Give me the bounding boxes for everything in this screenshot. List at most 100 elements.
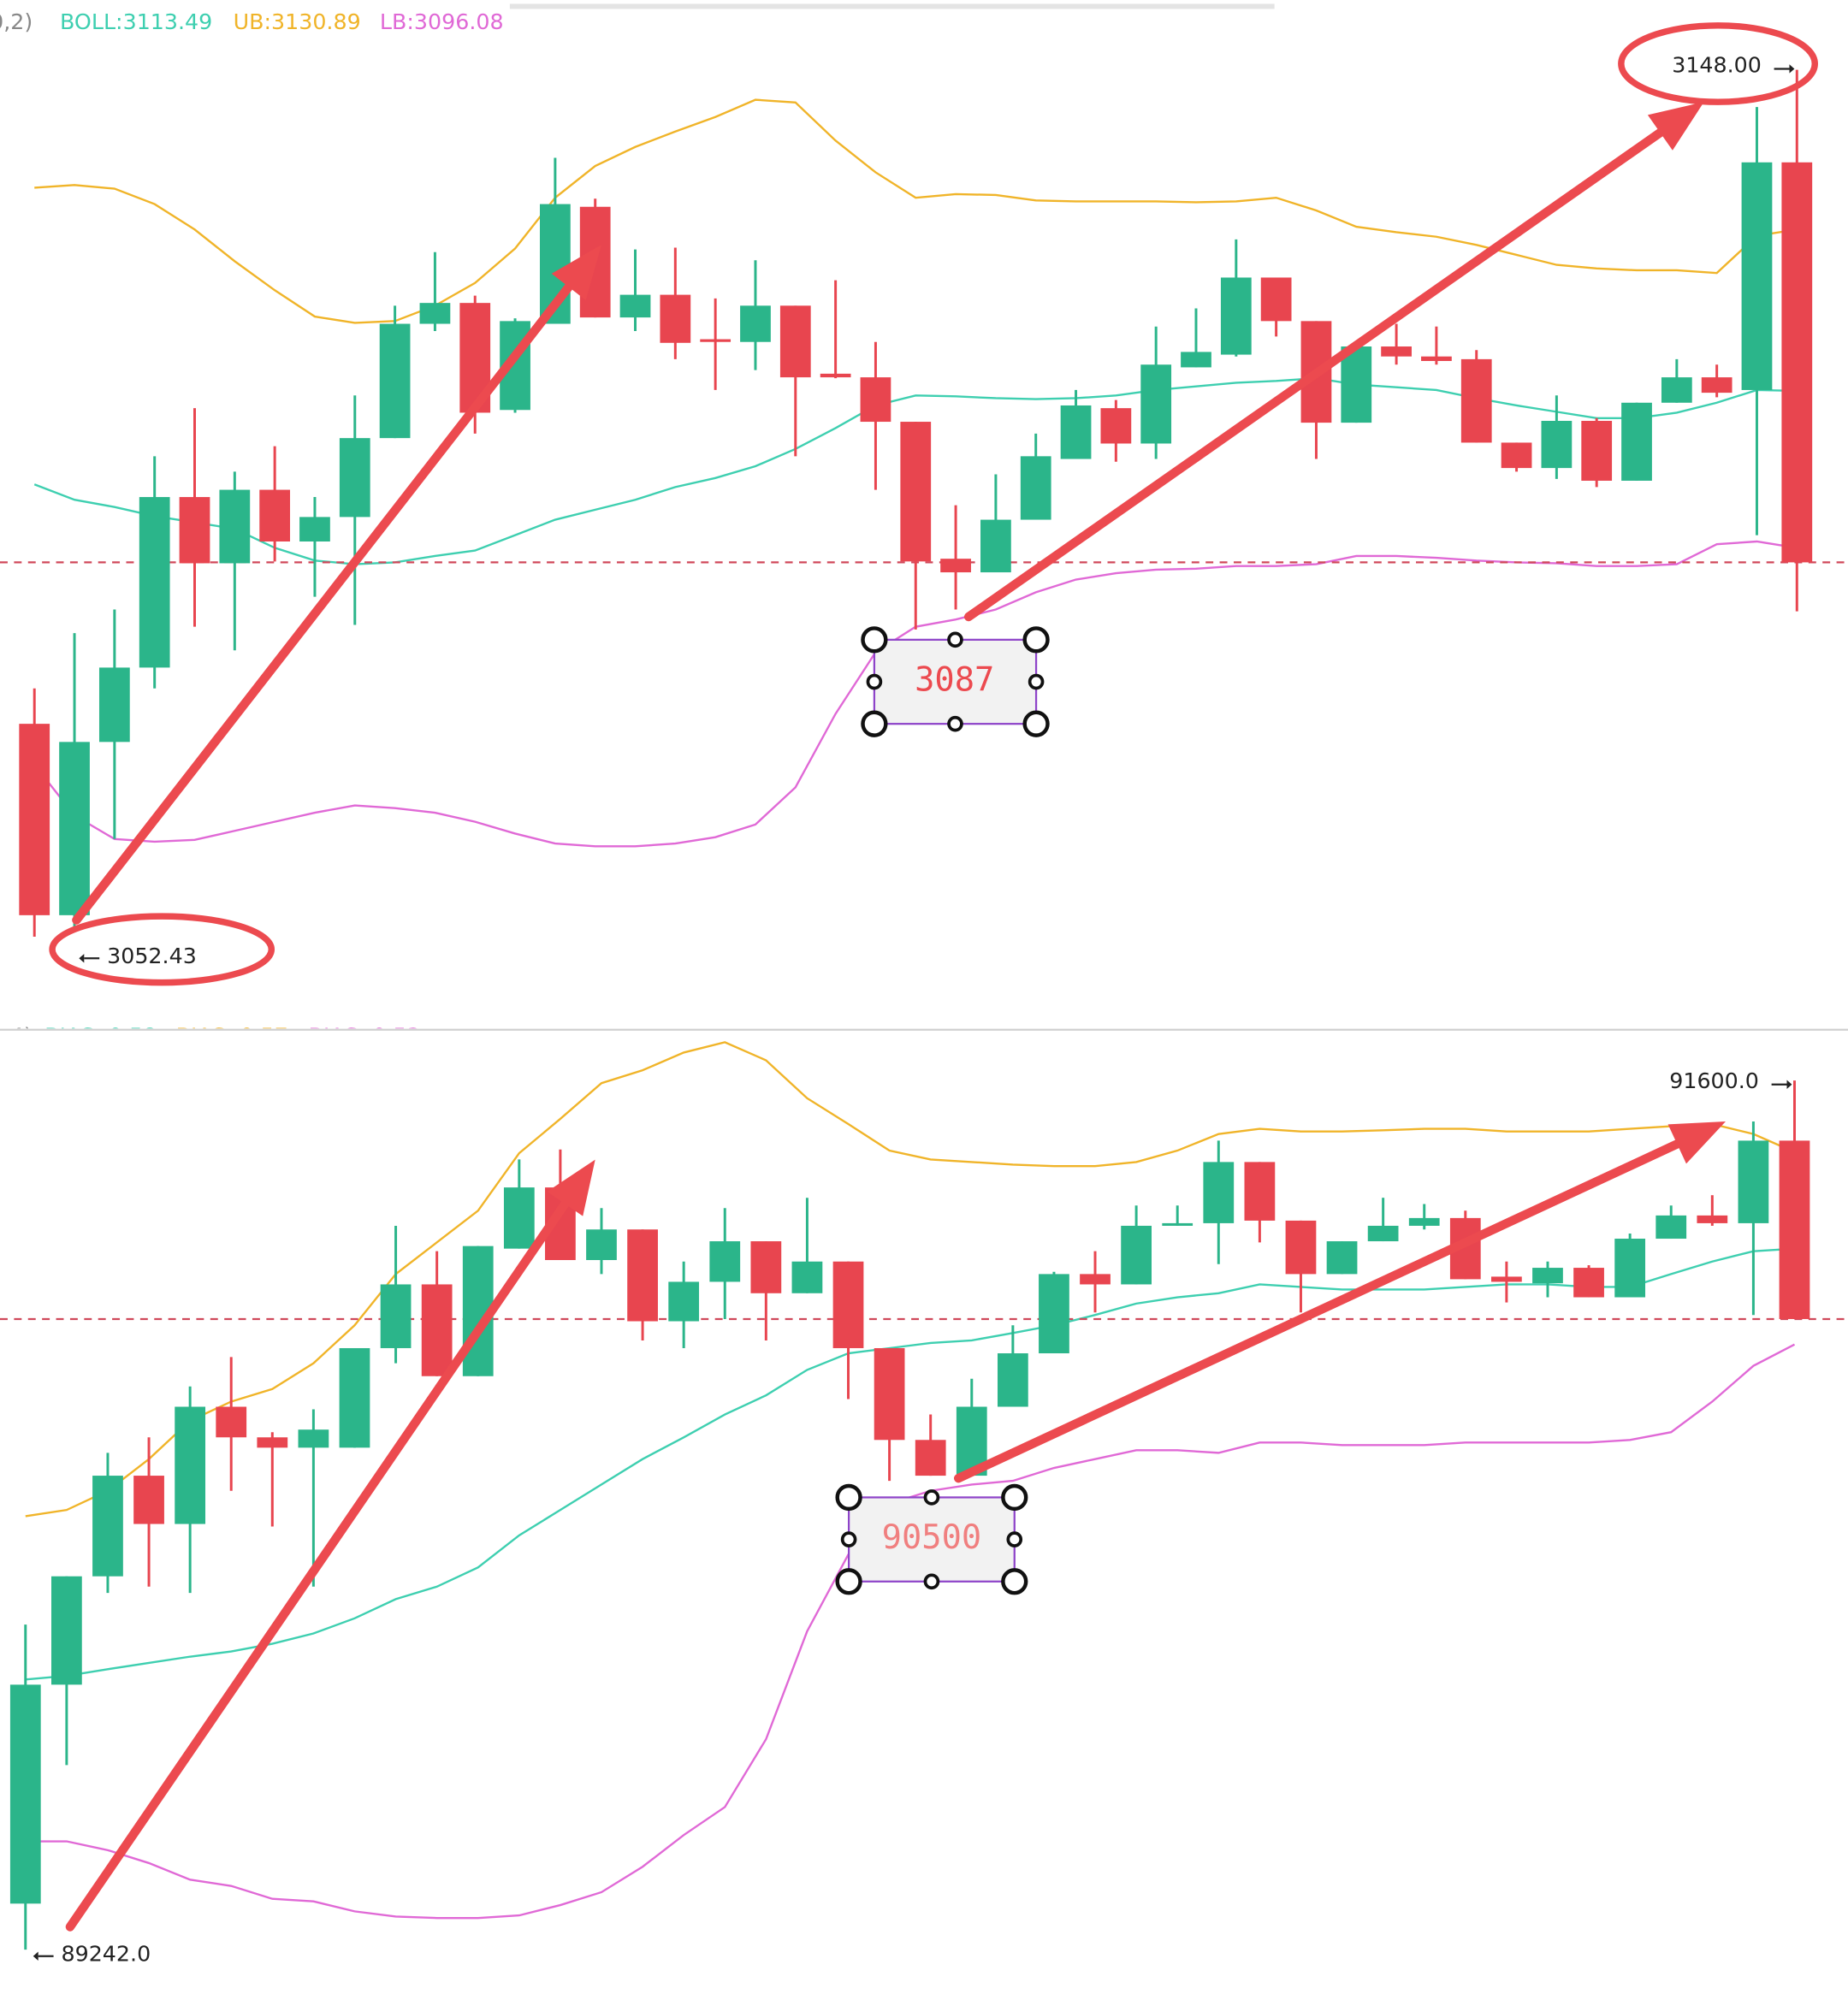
trend-arrow-head: [1667, 1121, 1726, 1164]
candle-body: [1541, 420, 1573, 469]
candle-body: [299, 517, 330, 542]
legend-entry: BIAS: 0.53: [308, 1023, 420, 1049]
candle-body: [1381, 346, 1412, 357]
candle-body: [1421, 356, 1452, 362]
candle-body: [339, 438, 370, 518]
candle-body: [133, 1476, 164, 1524]
candle-body: [1020, 456, 1051, 520]
legend-prefix: 0,2): [0, 9, 33, 34]
high-price-label: 91600.0: [1669, 1068, 1759, 1093]
candle-body: [660, 294, 691, 343]
candle-body: [1501, 442, 1532, 469]
box-handle: [1022, 626, 1050, 654]
high-price-label: 3148.00: [1672, 51, 1762, 77]
candle-body: [1181, 352, 1211, 368]
label-box: [873, 638, 1038, 725]
box-handle: [1001, 1483, 1028, 1512]
candle-body: [1697, 1215, 1728, 1223]
candle-body: [1341, 346, 1372, 423]
candle-body: [900, 422, 932, 562]
trend-arrow-head: [547, 1159, 595, 1216]
candle-body: [1581, 420, 1613, 481]
candle-body: [257, 1437, 288, 1448]
top-panel: 0,2) BOLL:3113.49 UB:3130.89 LB:3096.08 3148…: [0, 9, 1848, 986]
candle-body: [627, 1229, 658, 1322]
box-handle-small: [1028, 673, 1045, 690]
candle-body: [1367, 1225, 1399, 1242]
bottom-header: 4) BIAS: 0.58 BIAS: 0.57 BIAS: 0.53: [10, 1023, 421, 1049]
candle-body: [779, 305, 811, 378]
candle-body: [1285, 1220, 1317, 1275]
candle-body: [1121, 1225, 1152, 1285]
candle-body: [860, 377, 891, 423]
label-box: [847, 1496, 1016, 1583]
candle-body: [421, 1284, 453, 1376]
candle-body: [832, 1261, 864, 1348]
bollinger-line: [25, 1041, 1795, 1518]
trend-arrow-line: [954, 1139, 1682, 1483]
box-handle-small: [866, 673, 883, 690]
legend-entry: BOLL:3113.49: [60, 9, 212, 34]
box-handle: [1022, 710, 1050, 737]
price-pointer-head: [1789, 64, 1795, 74]
candle-body: [1326, 1241, 1358, 1275]
legend-entry: LB:3096.08: [380, 9, 504, 34]
box-label: 3087: [915, 661, 994, 700]
trend-arrow-line: [963, 127, 1665, 622]
candle-body: [980, 519, 1011, 573]
candle-body: [1220, 277, 1252, 355]
candle-body: [791, 1261, 823, 1293]
candle-body: [1661, 377, 1692, 403]
candle-body: [59, 742, 90, 915]
candle-body: [219, 489, 251, 564]
legend-entry: BIAS: 0.57: [176, 1023, 288, 1049]
legend-entry: BIAS: 0.58: [44, 1023, 157, 1049]
box-handle: [835, 1483, 862, 1512]
candle-body: [915, 1440, 946, 1476]
candle-body: [1656, 1215, 1687, 1240]
candle-body: [1460, 358, 1492, 443]
box-handle-small: [923, 1573, 940, 1590]
candle-body: [419, 303, 451, 324]
candle-body: [874, 1347, 905, 1441]
candle-body: [940, 559, 971, 573]
legend-prefix: 4): [10, 1023, 33, 1049]
candle-body: [1080, 1274, 1111, 1285]
candle-body: [1100, 408, 1132, 444]
candle-body: [668, 1281, 700, 1322]
candle-body: [1060, 405, 1092, 459]
candle-body: [586, 1229, 617, 1261]
box-handle-small: [923, 1489, 940, 1506]
price-pointer-head: [1786, 1080, 1792, 1089]
box-handle-small: [840, 1531, 857, 1547]
candle-body: [179, 497, 210, 564]
trend-arrow-head: [551, 245, 602, 300]
trend-arrow-line: [72, 282, 573, 925]
highlight-ellipse: [1618, 22, 1818, 105]
candle-body: [216, 1406, 247, 1438]
candle-body: [380, 1284, 412, 1348]
candle-body: [1140, 364, 1172, 444]
candle-body: [19, 724, 50, 915]
price-pointer-head: [33, 1951, 38, 1961]
box-handle: [1001, 1568, 1028, 1595]
box-handle: [861, 626, 888, 654]
candle-body: [1408, 1217, 1440, 1226]
candle-body: [1741, 162, 1773, 390]
candle-body: [92, 1476, 123, 1577]
candle-body: [820, 373, 851, 378]
bottom-panel: 91600.0 89242.0 90500: [0, 1041, 1848, 1966]
trend-arrow-head: [1647, 102, 1704, 151]
bollinger-line: [34, 98, 1798, 324]
candle-body: [1701, 377, 1732, 393]
candle-body: [259, 489, 291, 542]
candle-body: [750, 1241, 782, 1293]
candle-body: [740, 305, 771, 342]
candle-body: [503, 1187, 535, 1249]
candle-body: [1491, 1276, 1522, 1282]
candle-body: [298, 1429, 329, 1448]
candle-body: [175, 1406, 206, 1524]
